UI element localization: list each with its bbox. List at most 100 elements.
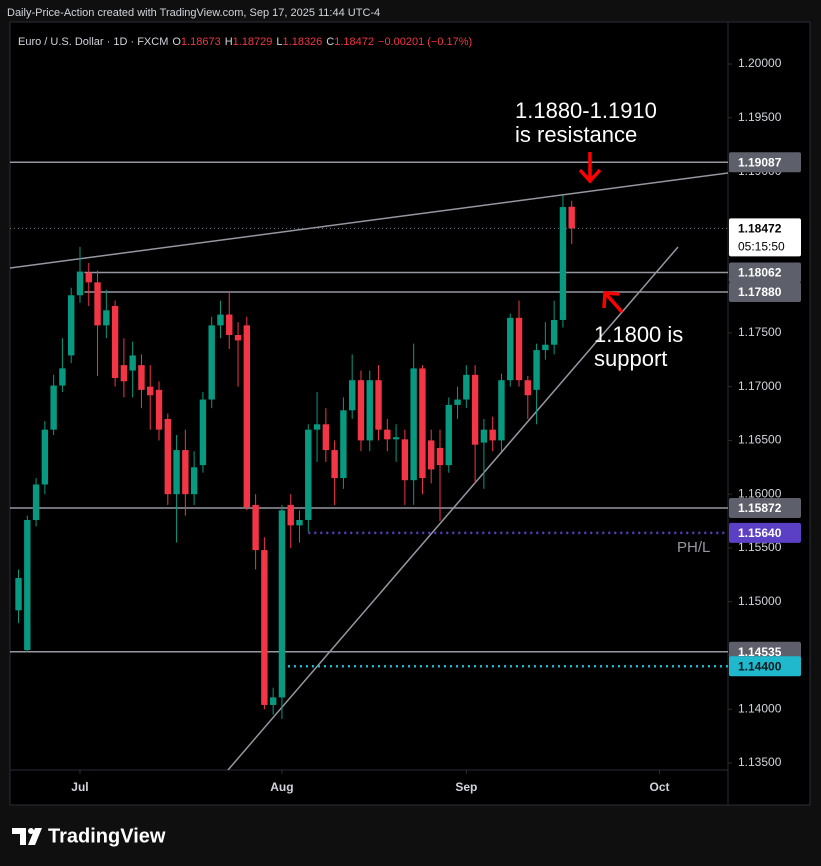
candle-body bbox=[278, 510, 286, 698]
candle-body bbox=[252, 504, 259, 551]
candle-body bbox=[480, 429, 488, 443]
trend-line bbox=[10, 172, 728, 269]
candle-body bbox=[138, 365, 145, 390]
logo-mark bbox=[12, 828, 26, 845]
logo-mark bbox=[28, 828, 34, 834]
candle-body bbox=[445, 404, 452, 466]
candle-body bbox=[515, 317, 523, 381]
level-label: 1.14400 bbox=[738, 659, 782, 673]
candle-body bbox=[392, 437, 400, 440]
candle-body bbox=[296, 519, 303, 526]
candle-body bbox=[190, 467, 198, 495]
x-tick-label: Sep bbox=[455, 780, 477, 794]
chart-pane bbox=[9, 21, 811, 806]
candle-body bbox=[68, 295, 75, 356]
candle-body bbox=[226, 314, 233, 336]
candle-body bbox=[524, 380, 531, 396]
legend-field-value: 1.18326 bbox=[283, 36, 323, 48]
candle-body bbox=[550, 319, 558, 345]
candle-body bbox=[94, 282, 101, 326]
candle-body bbox=[261, 550, 268, 705]
legend-field-label: O bbox=[172, 36, 181, 48]
candle-body bbox=[568, 206, 575, 229]
candle-body bbox=[24, 519, 31, 651]
y-tick-label: 1.17000 bbox=[738, 379, 782, 393]
legend: Euro / U.S. Dollar · 1D · FXCM O1.18673 H1… bbox=[18, 36, 472, 48]
legend-field-value: 1.18729 bbox=[233, 36, 273, 48]
candle-body bbox=[454, 399, 461, 405]
candle-body bbox=[436, 447, 444, 466]
y-tick-label: 1.13500 bbox=[738, 755, 782, 769]
level-label: 1.15640 bbox=[738, 526, 782, 540]
candle-body bbox=[76, 271, 84, 296]
candle-body bbox=[155, 389, 163, 430]
legend-field-label: L bbox=[276, 36, 282, 48]
candle-body bbox=[401, 439, 409, 481]
candle-body bbox=[50, 385, 57, 430]
current-price-box bbox=[729, 218, 801, 257]
level-box bbox=[729, 497, 801, 518]
legend-field-value: 1.18673 bbox=[181, 36, 221, 48]
annotation: PH/L bbox=[677, 539, 710, 556]
candle-body bbox=[41, 429, 49, 485]
annotation: 1.1800 is bbox=[594, 322, 683, 347]
candle-body bbox=[533, 350, 540, 390]
candle-body bbox=[313, 424, 321, 430]
candle-body bbox=[471, 374, 479, 445]
plot-area bbox=[10, 161, 728, 770]
y-tick-label: 1.20000 bbox=[738, 56, 782, 70]
candle-body bbox=[559, 207, 567, 320]
candle-body bbox=[217, 314, 224, 326]
candle-body bbox=[243, 325, 251, 508]
level-box bbox=[729, 522, 801, 543]
level-label: 1.15872 bbox=[738, 501, 782, 515]
candle-body bbox=[103, 310, 110, 326]
header: Daily-Price-Action created with TradingV… bbox=[7, 7, 380, 19]
candle-body bbox=[111, 305, 119, 379]
candle-body bbox=[147, 386, 154, 396]
legend-field-label: H bbox=[225, 36, 233, 48]
candle-body bbox=[208, 325, 215, 400]
legend-change: −0.00201 (−0.17%) bbox=[378, 36, 472, 48]
candle-body bbox=[322, 424, 330, 451]
arrow bbox=[602, 291, 624, 314]
legend-field-label: C bbox=[326, 36, 334, 48]
y-tick-label: 1.19500 bbox=[738, 110, 782, 124]
candle-body bbox=[410, 368, 417, 481]
current-price-label: 1.18472 bbox=[738, 222, 782, 236]
candle-body bbox=[489, 429, 496, 441]
x-tick-label: Aug bbox=[270, 780, 293, 794]
candle-body bbox=[32, 484, 40, 520]
candle-body bbox=[15, 578, 22, 611]
candle-body bbox=[199, 399, 207, 466]
candle-body bbox=[384, 429, 391, 440]
level-box bbox=[729, 152, 801, 173]
y-tick-label: 1.15500 bbox=[738, 540, 782, 554]
candle-body bbox=[331, 450, 338, 479]
y-tick-label: 1.16500 bbox=[738, 433, 782, 447]
candle-body bbox=[507, 317, 514, 381]
candle-body bbox=[463, 374, 470, 400]
candle-body bbox=[164, 418, 171, 495]
x-tick-label: Oct bbox=[650, 780, 670, 794]
candle-body bbox=[375, 380, 382, 430]
level-label: 1.18062 bbox=[738, 266, 782, 280]
y-tick-label: 1.17500 bbox=[738, 325, 782, 339]
logo bbox=[12, 828, 42, 845]
brand: TradingView bbox=[48, 825, 166, 847]
countdown: 05:15:50 bbox=[738, 240, 785, 254]
level-box bbox=[729, 656, 801, 677]
y-tick-label: 1.15000 bbox=[738, 594, 782, 608]
level-label: 1.17880 bbox=[738, 285, 782, 299]
level-label: 1.14535 bbox=[738, 645, 782, 659]
legend-field-value: 1.18472 bbox=[334, 36, 374, 48]
annotation: is resistance bbox=[515, 122, 637, 147]
candle-body bbox=[287, 504, 294, 526]
y-tick-label: 1.14000 bbox=[738, 701, 782, 715]
candle-body bbox=[59, 368, 66, 386]
level-box bbox=[729, 282, 801, 303]
level-label: 1.19087 bbox=[738, 155, 782, 169]
arrow bbox=[578, 152, 602, 184]
candle-body bbox=[428, 440, 435, 470]
